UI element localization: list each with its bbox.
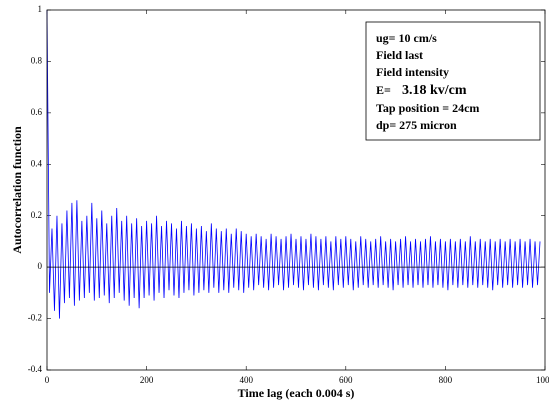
y-tick-label: 0.4 — [31, 158, 43, 168]
x-tick-label: 0 — [45, 375, 50, 385]
data-line — [46, 9, 541, 319]
annotation: ug= 10 cm/s — [376, 31, 437, 45]
annotation: Tap position = 24cm — [376, 101, 479, 115]
y-tick-label: -0.4 — [28, 364, 43, 374]
annotation: E= — [376, 83, 391, 97]
x-tick-label: 200 — [140, 375, 154, 385]
x-axis-label: Time lag (each 0.004 s) — [238, 386, 355, 400]
y-tick-label: 0.6 — [31, 107, 43, 117]
x-tick-label: 1000 — [536, 375, 549, 385]
x-tick-label: 800 — [439, 375, 453, 385]
plot-frame — [46, 9, 546, 371]
y-tick-label: 0 — [38, 261, 43, 271]
x-tick-label: 600 — [339, 375, 353, 385]
y-tick-label: 1 — [38, 4, 43, 14]
x-tick-label: 400 — [239, 375, 253, 385]
annotation: Field intensity — [376, 65, 449, 79]
y-tick-label: 0.2 — [31, 210, 42, 220]
annotation: 3.18 kv/cm — [402, 83, 467, 98]
y-tick-label: -0.2 — [28, 313, 42, 323]
y-tick-label: 0.8 — [31, 55, 43, 65]
annotation-frame — [365, 21, 541, 141]
y-axis-label: Autocorrelation function — [10, 126, 24, 254]
annotation: Field last — [376, 48, 423, 62]
annotation-box: ug= 10 cm/s Field last Field intensity E… — [365, 21, 541, 141]
annotation: dp= 275 micron — [376, 118, 457, 132]
